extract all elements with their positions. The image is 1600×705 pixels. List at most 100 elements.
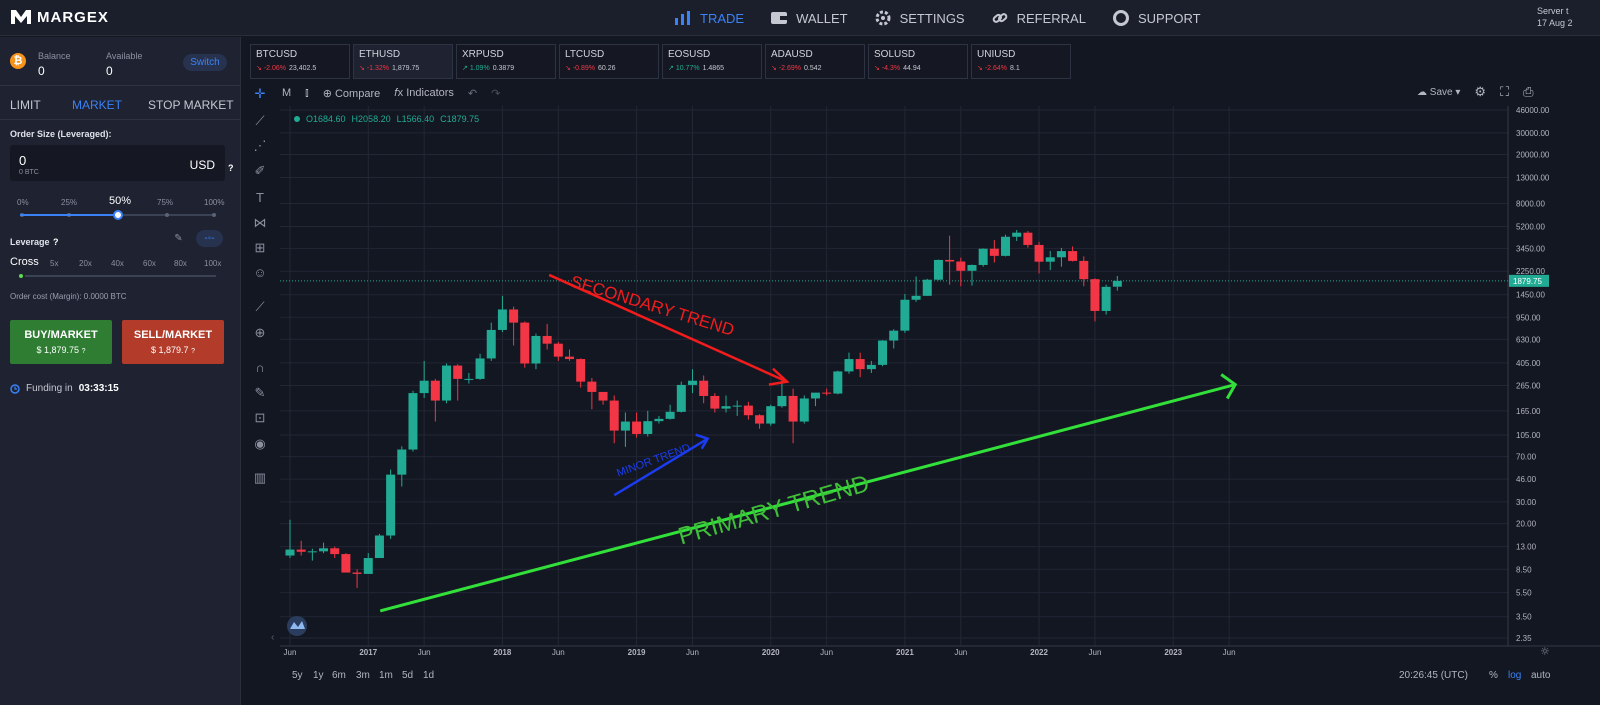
candle-body[interactable] (732, 405, 742, 407)
collapse-arrow-icon[interactable]: ‹ (271, 632, 275, 643)
order-size-help-icon[interactable]: ? (228, 163, 234, 173)
range-5y[interactable]: 5y (292, 670, 303, 681)
prediction-icon[interactable]: ⊞ (254, 240, 266, 255)
leverage-40x[interactable]: 40x (111, 259, 124, 268)
trash-icon[interactable]: ▥ (253, 470, 267, 485)
ticker-ltcusd[interactable]: LTCUSD ↘ -0.89% 60.26 (559, 44, 659, 79)
pct-25[interactable]: 25% (61, 198, 78, 207)
candle-body[interactable] (497, 309, 507, 330)
candle-body[interactable] (352, 572, 362, 574)
candle-body[interactable] (442, 365, 452, 401)
candle-body[interactable] (341, 554, 351, 573)
trend-line-icon[interactable]: ⟋ (255, 113, 265, 128)
candle-body[interactable] (475, 358, 485, 379)
candle-body[interactable] (822, 392, 832, 394)
candle-body[interactable] (374, 535, 384, 559)
text-tool-icon[interactable]: T (256, 190, 264, 205)
tab-limit[interactable]: LIMIT (10, 98, 41, 112)
slider-handle[interactable] (113, 210, 123, 220)
lock-icon[interactable]: ⊡ (254, 410, 266, 425)
candle-body[interactable] (565, 356, 574, 360)
candle-body[interactable] (464, 378, 474, 380)
candle-body[interactable] (699, 380, 709, 396)
candle-body[interactable] (810, 392, 820, 399)
leverage-slider-handle[interactable] (17, 272, 25, 280)
candle-body[interactable] (945, 259, 955, 262)
candle-body[interactable] (799, 398, 809, 422)
candle-body[interactable] (967, 264, 977, 271)
ticker-adausd[interactable]: ADAUSD ↘ -2.69% 0.542 (765, 44, 865, 79)
axis-settings-icon[interactable]: ☼ (1540, 645, 1550, 658)
candle-body[interactable] (833, 371, 843, 394)
leverage-cross[interactable]: Cross (10, 256, 39, 268)
brand-logo[interactable]: MARGEX (10, 8, 109, 26)
leverage-slider[interactable] (20, 275, 216, 277)
pct-75[interactable]: 75% (157, 198, 174, 207)
candle-body[interactable] (788, 395, 798, 422)
candle-body[interactable] (609, 400, 619, 431)
nav-wallet[interactable]: WALLET (770, 10, 848, 26)
ticker-eosusd[interactable]: EOSUSD ↗ 10.77% 1.4865 (662, 44, 762, 79)
candle-body[interactable] (1023, 232, 1033, 245)
candle-body[interactable] (1079, 260, 1089, 280)
leverage-20x[interactable]: 20x (79, 259, 92, 268)
candle-body[interactable] (978, 248, 988, 265)
nav-trade[interactable]: TRADE (674, 10, 744, 26)
eye-icon[interactable]: ◉ (254, 436, 266, 451)
candle-body[interactable] (363, 558, 373, 574)
ticker-ethusd[interactable]: ETHUSD ↘ -1.32% 1,879.75 (353, 44, 453, 79)
leverage-5x[interactable]: 5x (50, 259, 59, 268)
candle-body[interactable] (453, 365, 463, 379)
candle-body[interactable] (922, 279, 932, 296)
candle-body[interactable] (710, 395, 720, 409)
camera-icon[interactable]: ⎙ (1523, 84, 1534, 99)
candle-body[interactable] (956, 261, 966, 271)
magnet-icon[interactable]: ∩ (255, 360, 265, 375)
brush-icon[interactable]: ✐ (254, 163, 266, 178)
candle-body[interactable] (900, 299, 910, 331)
price-chart[interactable]: 46000.00 30000.00 20000.00 13000.00 8000.00 5… (280, 106, 1600, 666)
pct-0[interactable]: 0% (17, 198, 29, 207)
candle-body[interactable] (598, 391, 608, 401)
range-5d[interactable]: 5d (402, 670, 414, 681)
candle-body[interactable] (721, 406, 731, 409)
ruler-icon[interactable]: ⟋ (255, 299, 265, 314)
candle-body[interactable] (1012, 232, 1022, 237)
ticker-uniusd[interactable]: UNIUSD ↘ -2.64% 8.1 (971, 44, 1071, 79)
utc-clock[interactable]: 20:26:45 (UTC) (1399, 670, 1468, 681)
tab-stop-market[interactable]: STOP MARKET (148, 98, 234, 112)
nav-settings[interactable]: SETTINGS (874, 10, 965, 26)
candle-body[interactable] (911, 295, 921, 300)
fib-tool-icon[interactable]: ⋰ (253, 138, 267, 153)
lock-drawing-icon[interactable]: ✎ (254, 385, 266, 400)
leverage-100x[interactable]: 100x (204, 259, 222, 268)
candle-body[interactable] (933, 259, 943, 280)
compare-button[interactable]: ⊕ Compare (323, 87, 381, 100)
candle-body[interactable] (386, 474, 396, 536)
candle-body[interactable] (889, 330, 899, 341)
candle-body[interactable] (408, 393, 418, 450)
candle-body[interactable] (844, 359, 854, 372)
range-6m[interactable]: 6m (332, 670, 346, 681)
range-1y[interactable]: 1y (313, 670, 324, 681)
candle-body[interactable] (1101, 286, 1111, 311)
candle-body[interactable] (855, 359, 865, 370)
candle-body[interactable] (878, 340, 888, 365)
candle-body[interactable] (285, 549, 295, 556)
candle-body[interactable] (643, 421, 653, 434)
candle-style-icon[interactable]: ⫾ (305, 86, 309, 99)
candle-body[interactable] (296, 549, 306, 552)
ticker-btcusd[interactable]: BTCUSD ↘ -2.06% 23,402.5 (250, 44, 350, 79)
candle-body[interactable] (576, 359, 586, 382)
candle-body[interactable] (989, 248, 999, 256)
pattern-icon[interactable]: ⋈ (253, 215, 267, 230)
candle-body[interactable] (319, 548, 329, 552)
candle-body[interactable] (486, 329, 496, 359)
range-1m[interactable]: 1m (379, 670, 393, 681)
order-size-slider[interactable] (20, 210, 216, 220)
pencil-icon[interactable]: ✎ (174, 233, 183, 244)
range-1d[interactable]: 1d (423, 670, 435, 681)
slider-mode-icon[interactable]: -◦- (196, 230, 223, 247)
leverage-help-icon[interactable]: ? (53, 237, 59, 247)
candle-body[interactable] (330, 548, 340, 555)
